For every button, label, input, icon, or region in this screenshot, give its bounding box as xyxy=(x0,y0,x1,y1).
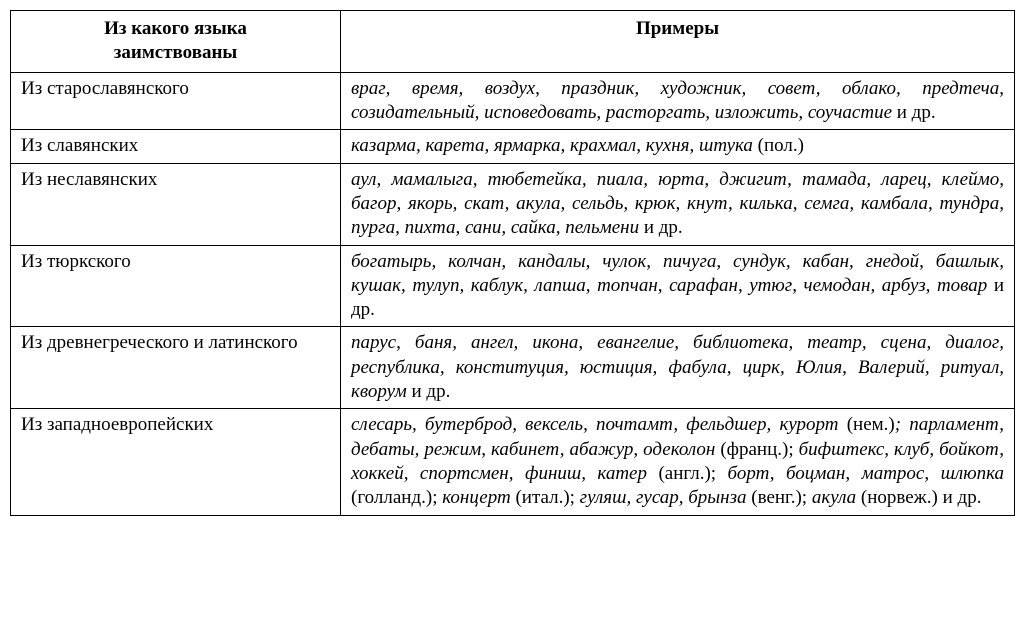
example-note: (англ.); xyxy=(647,463,728,484)
examples-cell: враг, время, воздух, праздник, художник,… xyxy=(341,72,1015,130)
header-source-language: Из какого языка заимствованы xyxy=(11,11,341,73)
table-row: Из славянских казарма, карета, ярмарка, к… xyxy=(11,130,1015,163)
source-language-cell: Из тюркского xyxy=(11,245,341,327)
table-row: Из неславянскихаул, мамалыга, тюбетейка,… xyxy=(11,163,1015,245)
example-words: акула xyxy=(812,487,856,508)
example-words: концерт xyxy=(442,487,510,508)
header-line2: заимствованы xyxy=(114,42,238,63)
example-words: борт, боцман, матрос, шлюпка xyxy=(728,463,1004,484)
header-examples: Примеры xyxy=(341,11,1015,73)
example-words: казарма, карета, ярмарка, крахмал, кухня… xyxy=(351,135,753,156)
example-words: гуляш, гусар, брынза xyxy=(580,487,747,508)
examples-cell: парус, баня, ангел, икона, евангелие, би… xyxy=(341,327,1015,409)
source-language-cell: Из неславянских xyxy=(11,163,341,245)
table-header-row: Из какого языка заимствованы Примеры xyxy=(11,11,1015,73)
example-note: (франц.); xyxy=(715,439,798,460)
examples-cell: богатырь, колчан, кандалы, чулок, пичуга… xyxy=(341,245,1015,327)
source-language-cell: Из западноевропейских xyxy=(11,409,341,515)
example-note: (венг.); xyxy=(747,487,812,508)
table-row: Из тюркскогобогатырь, колчан, кандалы, ч… xyxy=(11,245,1015,327)
table-row: Из западноевропейских слесарь, бутерброд,… xyxy=(11,409,1015,515)
examples-cell: слесарь, бутерброд, вексель, почтамт, фе… xyxy=(341,409,1015,515)
example-words: слесарь, бутерброд, вексель, почтамт, фе… xyxy=(351,414,839,435)
example-note: (нем.) xyxy=(839,414,895,435)
example-note: (голланд.); xyxy=(351,487,442,508)
example-note: и др. xyxy=(892,102,936,123)
example-note: и др. xyxy=(407,381,451,402)
source-language-cell: Из древнегреческого и латинского xyxy=(11,327,341,409)
source-language-cell: Из славянских xyxy=(11,130,341,163)
header-line1: Из какого языка xyxy=(104,18,247,39)
table-body: Из старославянскоговраг, время, воздух, … xyxy=(11,72,1015,515)
example-note: (норвеж.) и др. xyxy=(856,487,981,508)
example-words: богатырь, колчан, кандалы, чулок, пичуга… xyxy=(351,251,1004,296)
table-row: Из древнегреческого и латинскогопарус, б… xyxy=(11,327,1015,409)
example-note: и др. xyxy=(639,217,683,238)
example-note: (итал.); xyxy=(511,487,580,508)
source-language-cell: Из старославянского xyxy=(11,72,341,130)
loanwords-table: Из какого языка заимствованы Примеры Из … xyxy=(10,10,1015,516)
example-note: (пол.) xyxy=(753,135,804,156)
table-row: Из старославянскоговраг, время, воздух, … xyxy=(11,72,1015,130)
examples-cell: аул, мамалыга, тюбетейка, пиала, юрта, д… xyxy=(341,163,1015,245)
examples-cell: казарма, карета, ярмарка, крахмал, кухня… xyxy=(341,130,1015,163)
